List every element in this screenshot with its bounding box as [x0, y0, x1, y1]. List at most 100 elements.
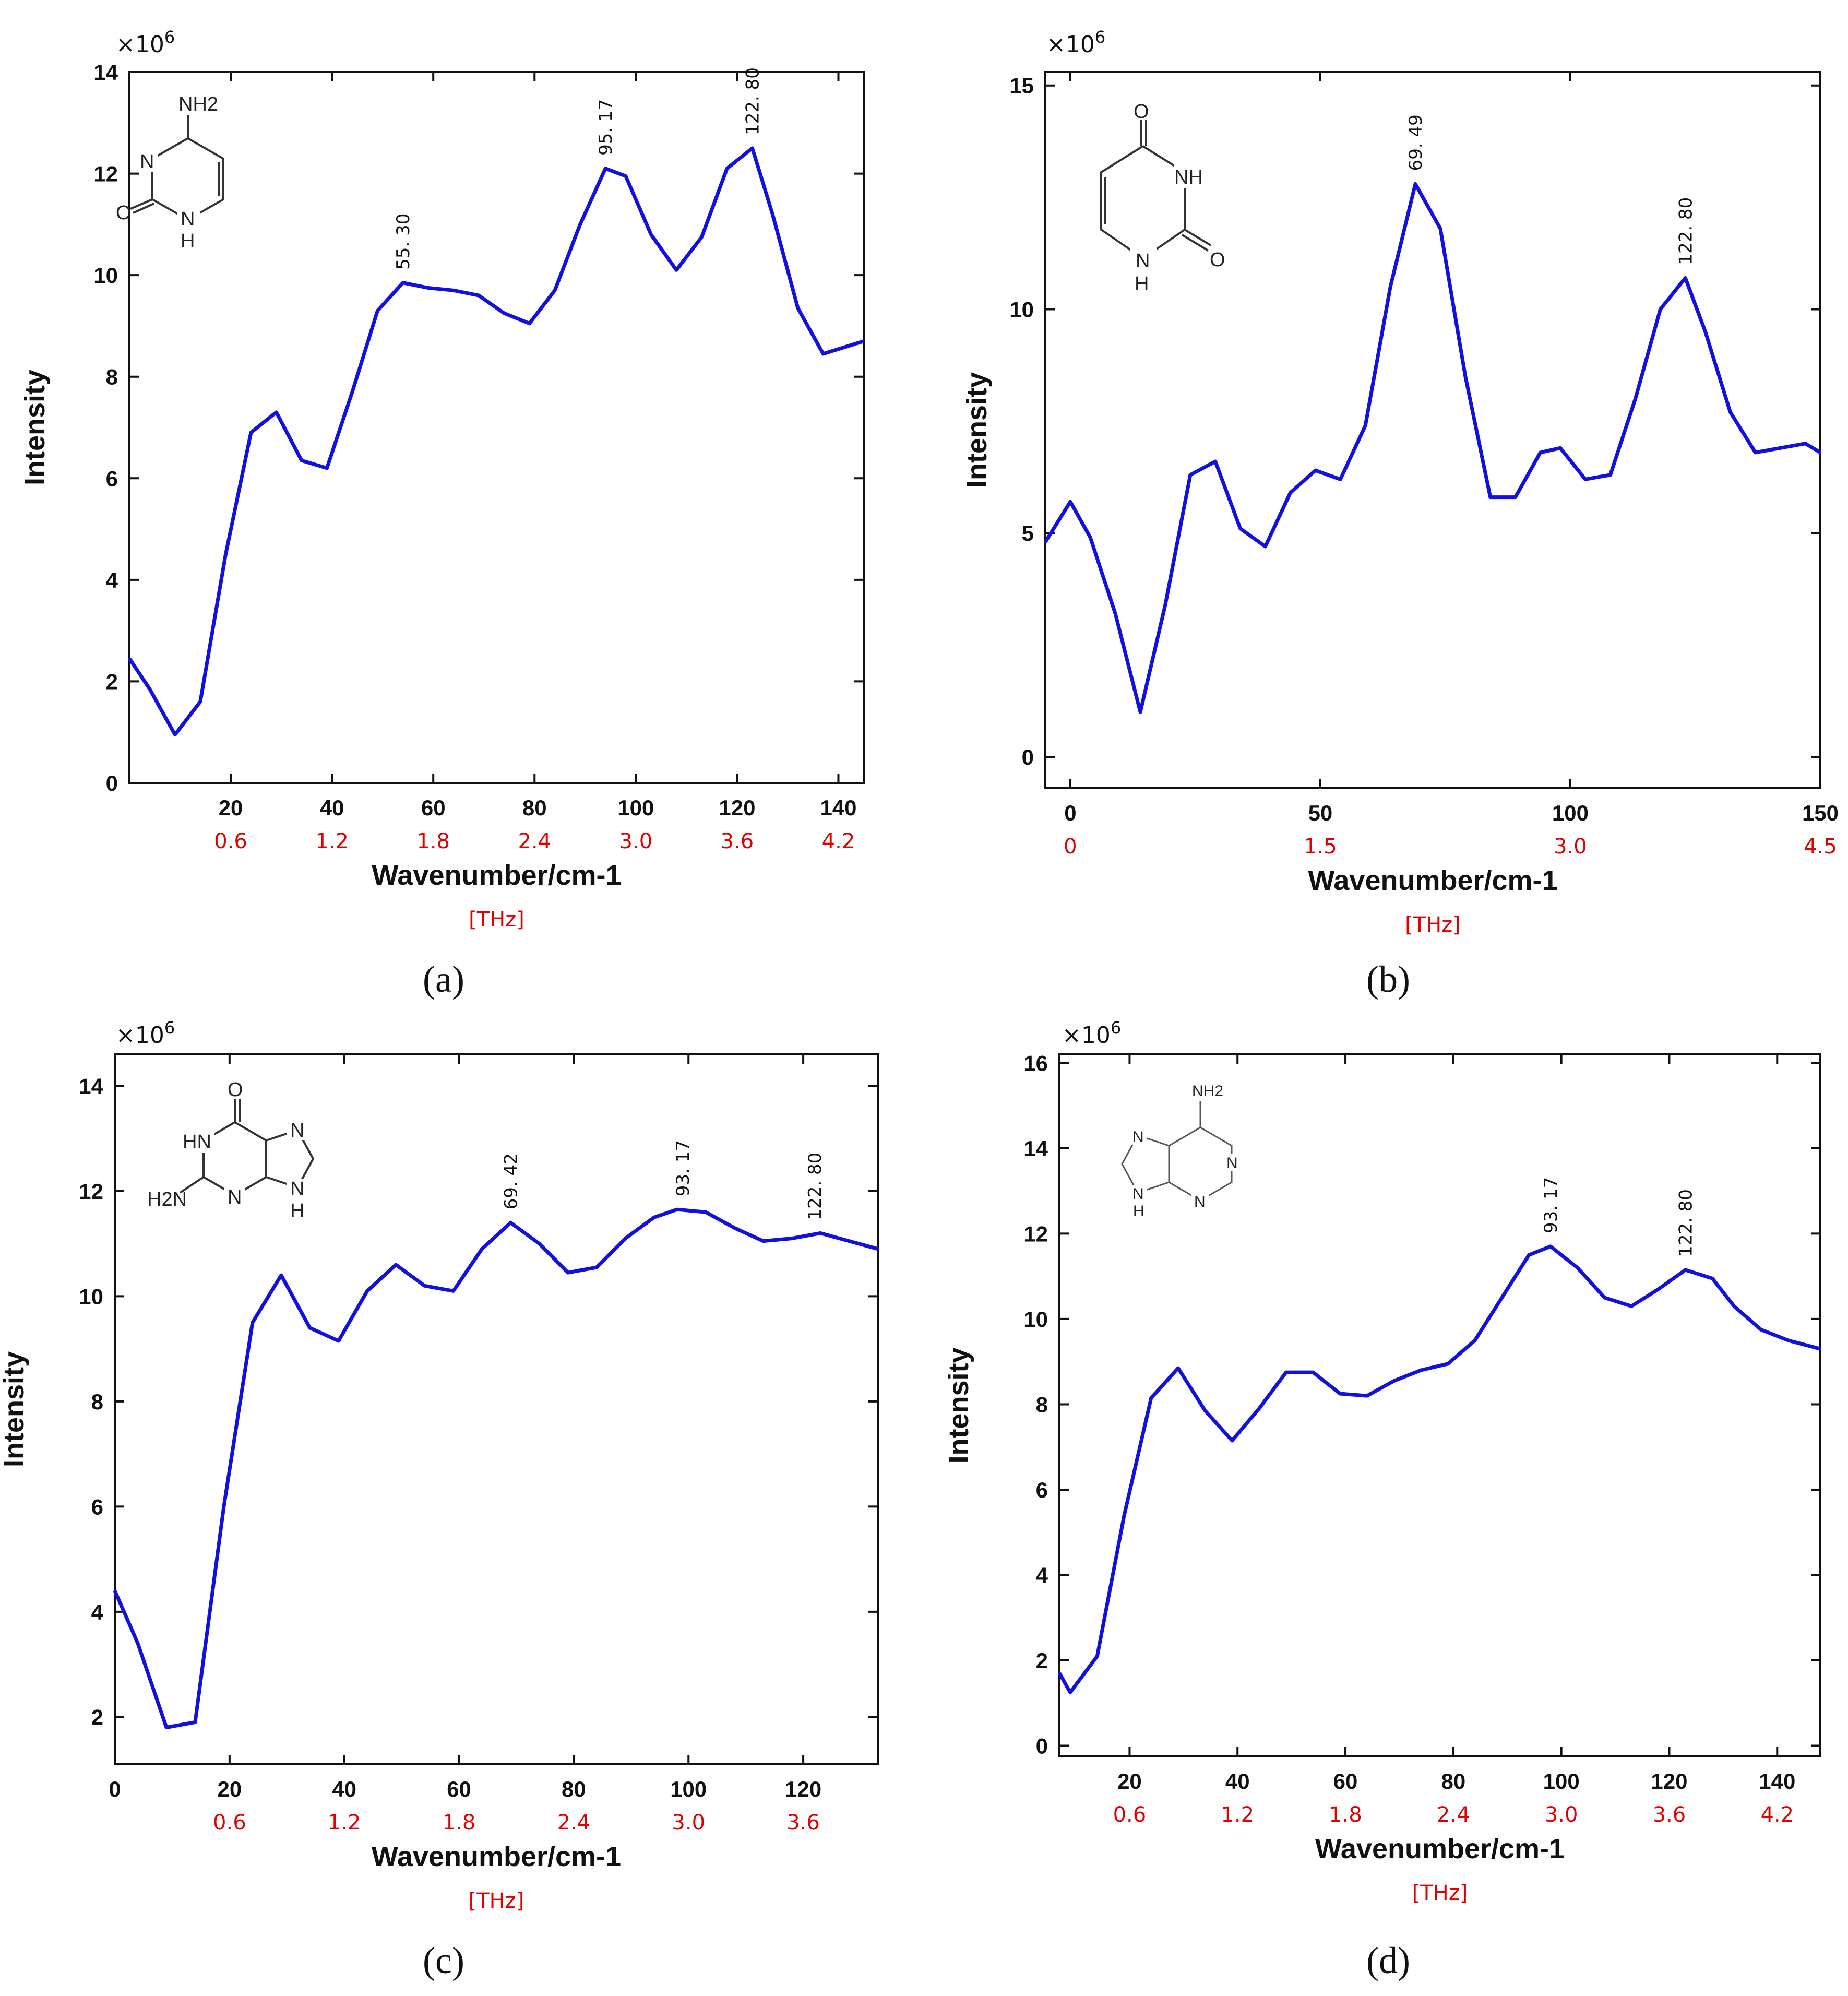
x-tick-label: 60 [421, 795, 446, 820]
data-point [300, 459, 303, 462]
y-tick-label: 8 [106, 365, 118, 389]
molecule-label-n: N [1136, 250, 1150, 272]
data-point [796, 307, 799, 310]
data-point [554, 289, 556, 292]
x-tick-label: 100 [617, 795, 654, 820]
molecule-label-n: N [290, 1120, 304, 1142]
y-tick-label: 2 [1036, 1648, 1048, 1673]
thz-tick-label: 3.6 [786, 1811, 820, 1835]
data-point [653, 1216, 655, 1219]
y-tick-label: 4 [106, 568, 118, 592]
y-multiplier-label: ×106 [1046, 27, 1105, 58]
y-tick-label: 4 [1036, 1563, 1048, 1588]
molecule-label-n: N [1226, 1155, 1238, 1172]
plot-frame [1044, 71, 1821, 789]
y-tick-label: 8 [1036, 1392, 1048, 1417]
data-point [751, 147, 754, 149]
x-tick-label: 120 [719, 795, 755, 820]
y-tick-label: 5 [1022, 521, 1034, 545]
x-tick-label: 140 [820, 795, 856, 820]
data-point [1258, 1407, 1260, 1410]
y-tick-label: 10 [1023, 1307, 1048, 1332]
y-tick-label: 0 [1036, 1734, 1048, 1759]
y-tick-label: 0 [1022, 745, 1034, 769]
peak-annotation: 69. 49 [1405, 114, 1426, 171]
x-tick-label: 40 [320, 795, 344, 820]
data-point [509, 1221, 512, 1224]
molecule-label-h: H [290, 1200, 304, 1222]
series-line [128, 146, 865, 737]
y-axis-label: Intensity [943, 1347, 974, 1463]
data-point [1189, 473, 1191, 476]
data-point [1393, 1380, 1396, 1382]
data-point [579, 223, 581, 225]
data-point [1044, 541, 1046, 543]
data-point [1447, 1362, 1449, 1365]
data-point [1549, 1245, 1552, 1248]
data-point [675, 269, 677, 271]
x-tick-label: 20 [219, 795, 243, 820]
data-point [1164, 603, 1166, 606]
data-point [1414, 183, 1416, 185]
data-point [194, 1721, 196, 1724]
molecule-label-h: H [181, 230, 195, 252]
peak-annotation: 93. 17 [673, 1140, 694, 1196]
data-point [1634, 397, 1637, 400]
y-multiplier-label: ×106 [116, 27, 175, 58]
peak-annotation: 55. 30 [393, 213, 414, 270]
x-tick-label: 100 [1552, 801, 1589, 825]
y-multiplier-exponent: 6 [164, 27, 175, 47]
data-point [1609, 473, 1612, 476]
data-point [1576, 1266, 1579, 1269]
data-point [427, 287, 430, 289]
data-point [1711, 1277, 1714, 1280]
data-point [1500, 1297, 1503, 1299]
thz-tick-label: 3.6 [1653, 1803, 1686, 1827]
thz-axis-label: [THz] [469, 908, 524, 932]
molecule-label-o: O [116, 202, 132, 224]
chart-panel-b: 0 0 50 1.5 100 3.0 150 4.5 0 5 10 15 ×106 Wavenumber/… [961, 27, 1839, 1000]
data-point [136, 1642, 139, 1645]
data-point [528, 322, 531, 325]
data-point [1819, 1348, 1821, 1350]
x-tick-label: 60 [447, 1777, 471, 1801]
x-tick-label: 100 [1543, 1769, 1580, 1793]
series-line [1044, 182, 1821, 714]
data-point [478, 294, 480, 297]
thz-tick-label: 0.6 [213, 1811, 246, 1835]
data-point [822, 352, 825, 355]
y-tick-label: 10 [1009, 297, 1034, 322]
x-tick-label: 40 [332, 1777, 356, 1801]
series-line [113, 1207, 878, 1729]
panel-caption: (c) [423, 1940, 464, 1981]
thz-tick-label: 3.0 [1554, 835, 1587, 859]
data-point [1754, 451, 1757, 454]
x-tick-label: 60 [1333, 1769, 1358, 1793]
molecule-label-nh2: NH2 [178, 93, 218, 115]
data-point [624, 1237, 627, 1240]
data-point [771, 213, 774, 216]
peak-annotation: 93. 17 [1541, 1177, 1561, 1233]
data-point [1312, 1371, 1314, 1374]
molecule-label-o: O [1210, 249, 1225, 271]
molecule-label-n: N [1132, 1128, 1144, 1146]
thz-axis-label: [THz] [1405, 913, 1461, 937]
x-tick-label: 150 [1802, 801, 1839, 825]
thz-tick-label: 4.2 [822, 829, 855, 853]
data-point [733, 1227, 736, 1229]
data-point [1603, 1297, 1606, 1299]
thz-tick-label: 2.4 [518, 829, 551, 853]
thz-axis-label: [THz] [1412, 1881, 1468, 1905]
data-point [705, 1211, 707, 1214]
molecule-label-o: O [1134, 101, 1149, 123]
data-point [567, 1272, 569, 1274]
thz-tick-label: 0.6 [214, 829, 247, 853]
data-point [1089, 536, 1092, 539]
x-axis-label: Wavenumber/cm-1 [372, 1841, 621, 1872]
y-tick-label: 4 [91, 1600, 104, 1624]
data-point [650, 233, 652, 236]
data-point [863, 340, 865, 342]
x-axis-label: Wavenumber/cm-1 [1315, 1833, 1565, 1864]
molecule-label-nh: NH [1174, 167, 1203, 188]
x-tick-label: 80 [522, 795, 547, 820]
